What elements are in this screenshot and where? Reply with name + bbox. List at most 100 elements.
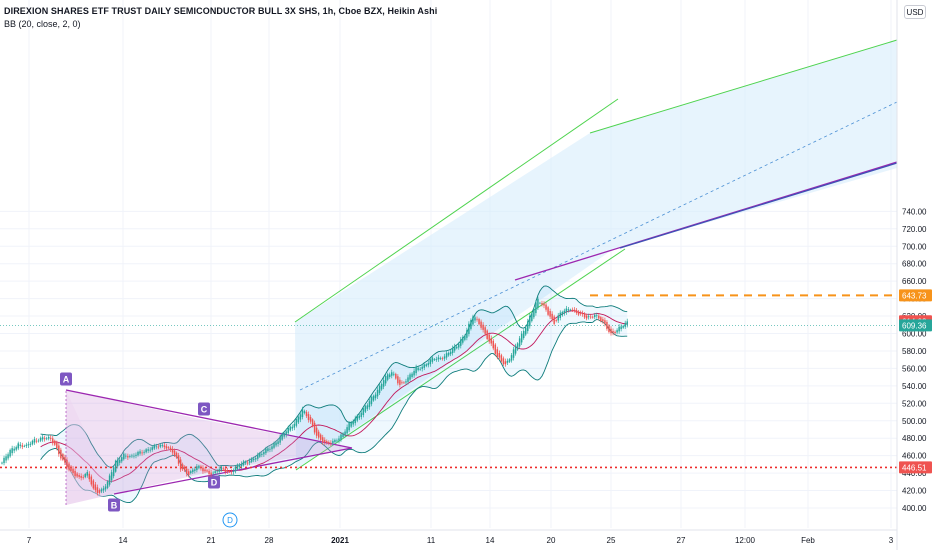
candle (462, 335, 464, 345)
candle (307, 411, 310, 423)
candle (267, 446, 269, 453)
candle (80, 473, 82, 481)
candle (437, 354, 440, 362)
candle (441, 356, 444, 361)
candle (589, 314, 592, 320)
candle (52, 436, 54, 446)
candle (393, 371, 395, 377)
candle (529, 313, 531, 329)
candle (108, 473, 111, 487)
candle (360, 410, 363, 420)
candle (200, 464, 202, 471)
candle (257, 452, 259, 461)
y-tick-label: 460.00 (902, 452, 927, 461)
pattern-point-c: C (198, 402, 210, 416)
candle (125, 453, 127, 459)
candle (596, 312, 598, 319)
candle (143, 449, 145, 455)
candle (145, 448, 147, 454)
x-tick-label: 28 (265, 536, 274, 545)
candle (490, 335, 492, 347)
candle (336, 438, 338, 443)
channel-median-line (299, 101, 898, 391)
candle (94, 482, 97, 493)
candle (488, 332, 490, 344)
candle (433, 357, 436, 362)
candle (346, 424, 348, 436)
candle (492, 338, 495, 351)
candle (220, 465, 222, 472)
candle (21, 442, 24, 450)
candle (516, 342, 519, 351)
candle (350, 420, 352, 429)
candle (395, 372, 397, 380)
candle (31, 439, 34, 446)
candle (163, 442, 166, 450)
candle (62, 452, 64, 462)
x-tick-label: 20 (547, 536, 556, 545)
candle (153, 443, 155, 451)
candle (602, 316, 604, 324)
candle (409, 372, 411, 382)
y-tick-label: 580.00 (902, 347, 927, 356)
candle (84, 472, 86, 479)
candle (321, 434, 324, 445)
candle (299, 411, 302, 423)
candle (581, 310, 584, 317)
candle (224, 466, 227, 475)
candle (500, 353, 503, 363)
price-tag: 446.51 (899, 461, 932, 474)
candle (470, 318, 472, 331)
candle (194, 466, 196, 474)
candle (263, 449, 265, 457)
candle (102, 485, 105, 493)
pattern-point-label: A (63, 375, 70, 385)
candle (622, 324, 624, 329)
channel-lower-line (295, 248, 626, 471)
candle (214, 469, 216, 475)
y-tick-label: 720.00 (902, 225, 927, 234)
candle (527, 318, 529, 334)
candle (476, 316, 478, 322)
candle (269, 446, 271, 453)
bb-basis (40, 310, 628, 482)
candle (283, 431, 285, 439)
candle (575, 307, 578, 315)
candle (415, 364, 417, 376)
candle (259, 451, 261, 458)
candle (464, 334, 466, 342)
candle (403, 381, 405, 384)
candle (54, 439, 56, 447)
candle (545, 302, 547, 312)
currency-button[interactable]: USD (904, 5, 926, 19)
candle (504, 358, 507, 367)
candle (445, 350, 448, 360)
candle (311, 418, 314, 428)
candle (261, 451, 263, 458)
candle (561, 310, 564, 317)
candle (388, 372, 391, 379)
candle (232, 468, 235, 475)
candle (579, 310, 582, 316)
candle (549, 308, 551, 320)
candle (96, 484, 99, 496)
indicator-legend[interactable]: BB (20, close, 2, 0) (4, 19, 81, 29)
symbol-title: DIREXION SHARES ETF TRUST DAILY SEMICOND… (4, 6, 438, 16)
candle (242, 459, 245, 467)
candle (250, 457, 253, 464)
triangle-fill (66, 390, 352, 494)
candle (11, 445, 13, 456)
candle (238, 462, 241, 470)
candle (41, 434, 44, 442)
candle (301, 406, 304, 420)
candle (289, 425, 292, 432)
candle (190, 469, 192, 475)
pattern-point-label: B (111, 501, 118, 511)
candle (281, 432, 283, 441)
candle (173, 448, 176, 458)
candle (330, 440, 332, 447)
candle (196, 464, 198, 473)
candle (123, 452, 125, 461)
